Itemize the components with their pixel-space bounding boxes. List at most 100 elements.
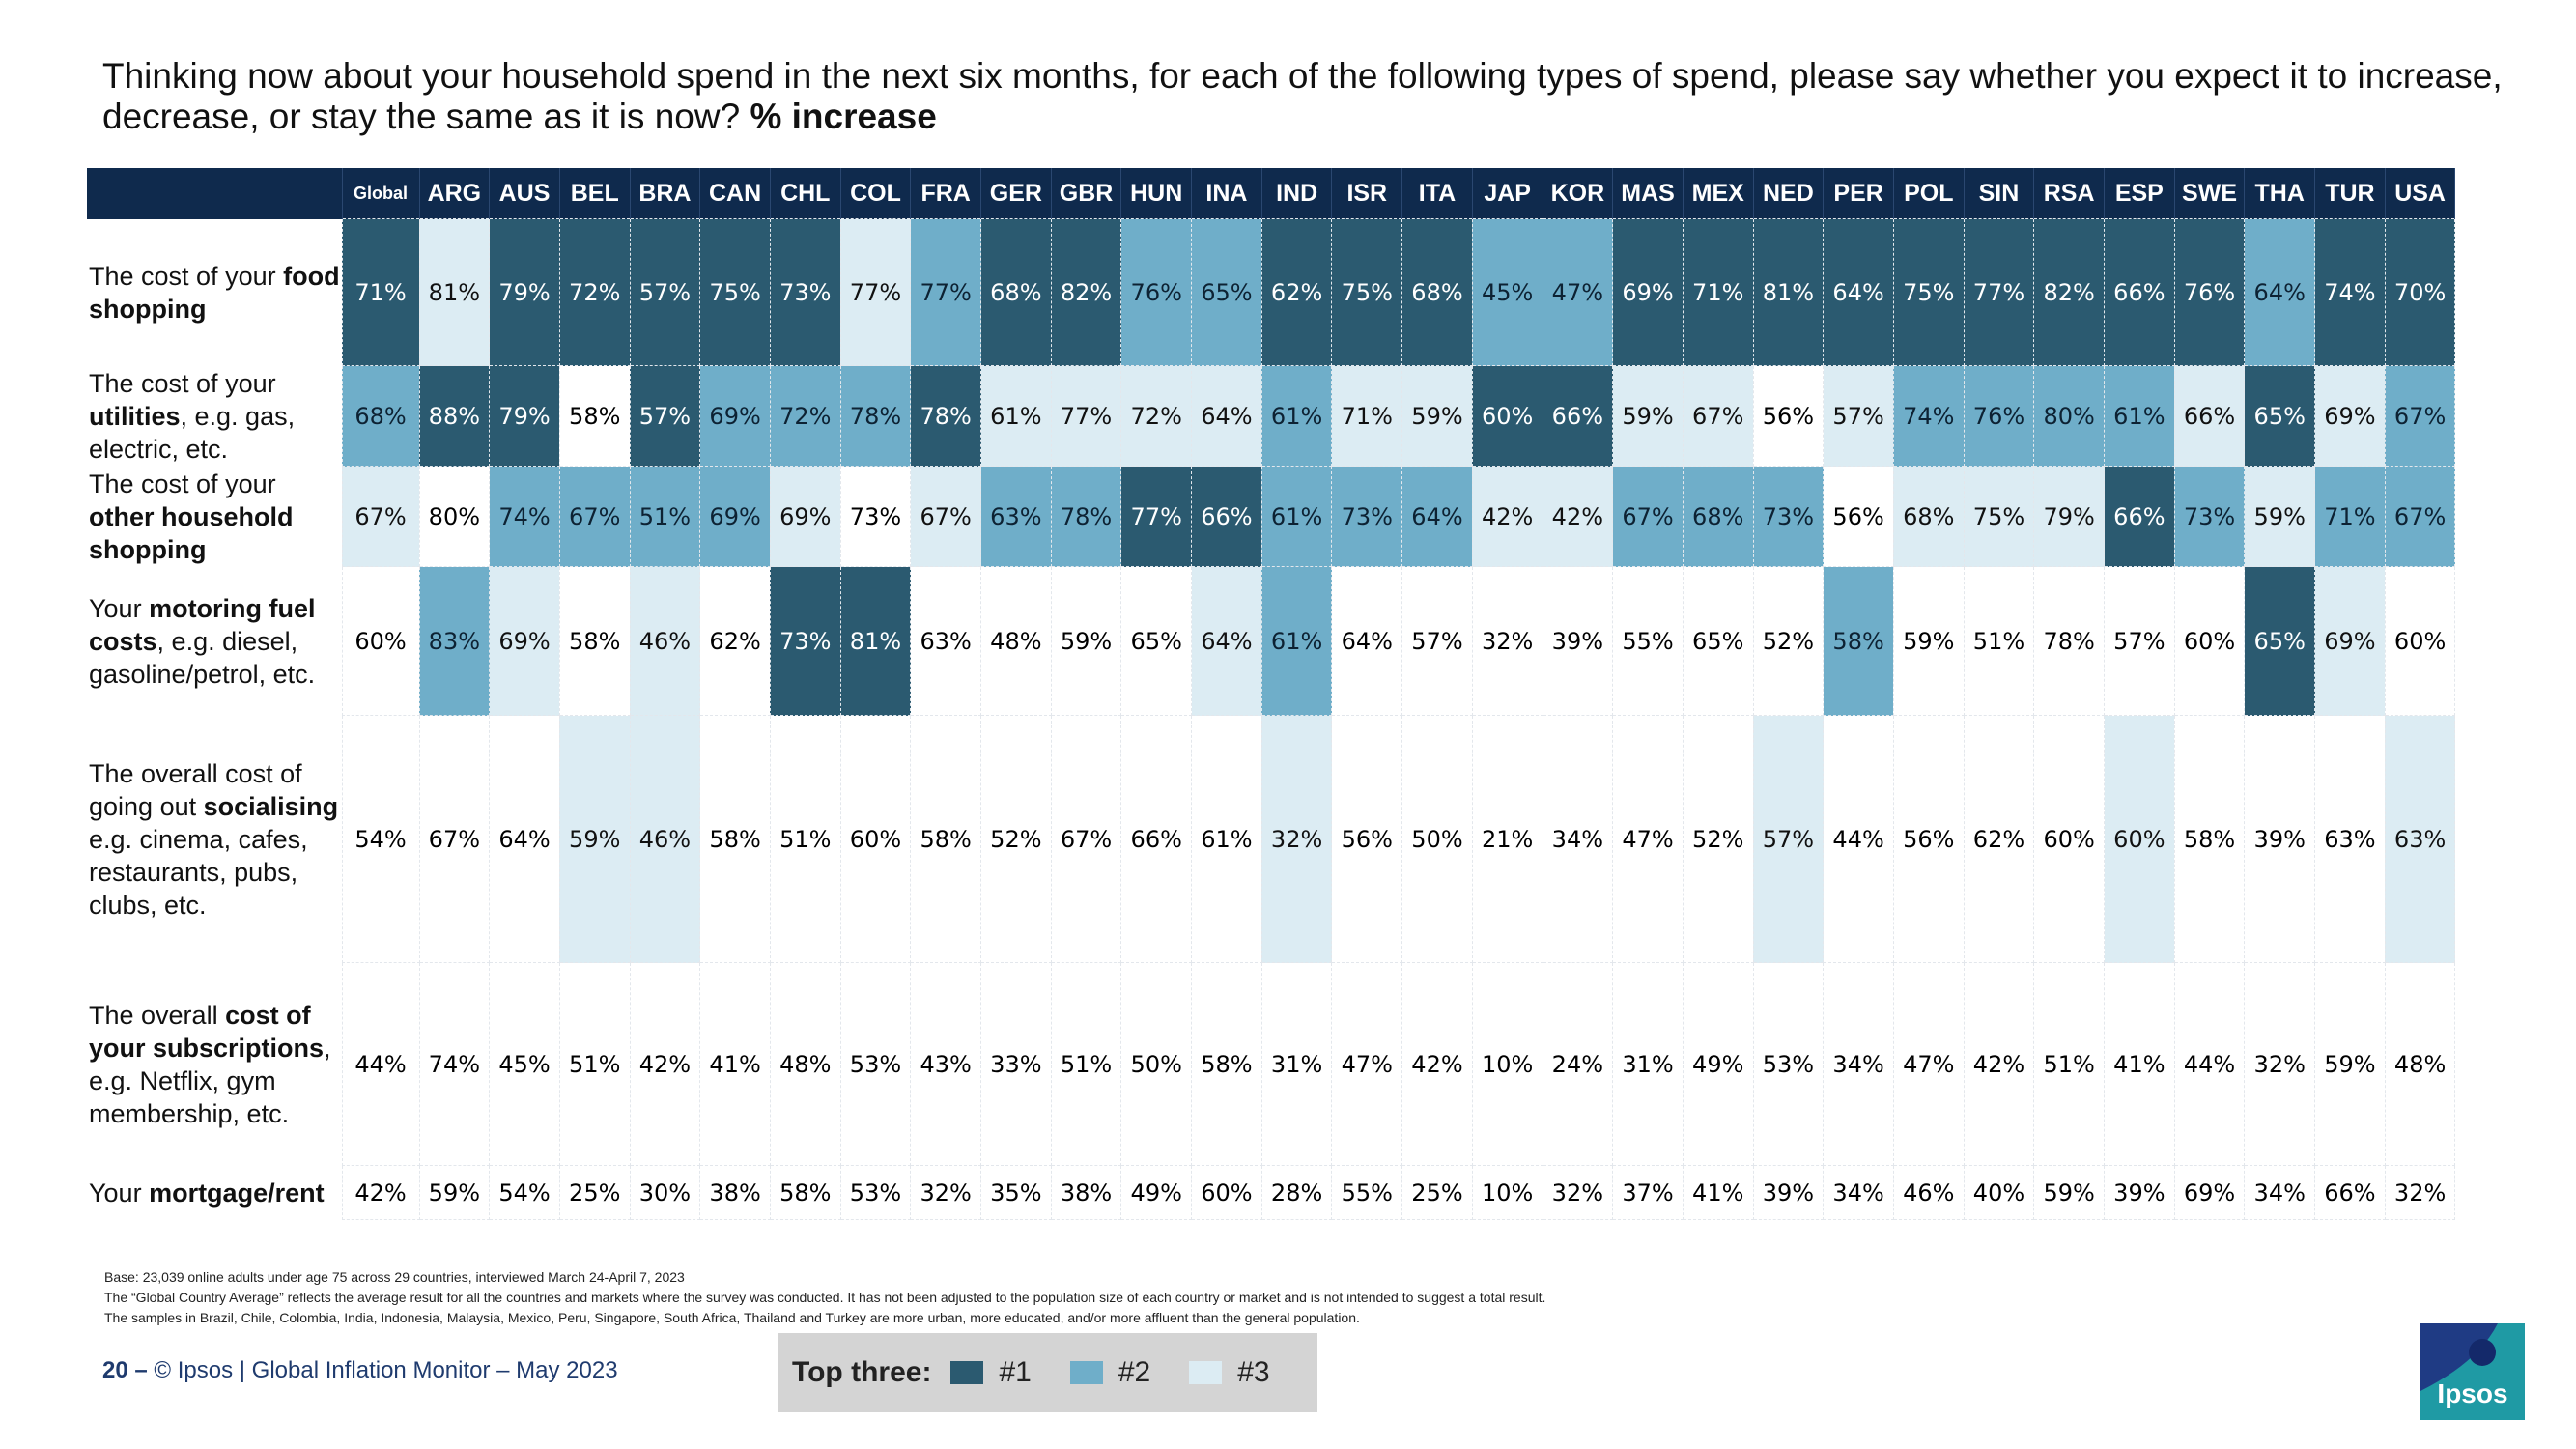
value-cell: 48% — [2384, 962, 2456, 1166]
value-cell: 39% — [2104, 1165, 2175, 1220]
row-label: The overall cost of your subscriptions, … — [87, 963, 342, 1166]
value-cell: 75% — [1331, 218, 1403, 366]
legend-item-1: #1 — [950, 1356, 1032, 1389]
value-cell: 58% — [2173, 715, 2246, 963]
column-header-usa: USA — [2385, 168, 2456, 219]
value-cell: 25% — [1401, 1165, 1473, 1220]
column-header-tur: TUR — [2314, 168, 2386, 219]
table-row: Your motoring fuel costs, e.g. diesel, g… — [87, 566, 2456, 716]
row-label-part: mortgage/rent — [149, 1178, 325, 1208]
value-cell: 42% — [1471, 466, 1543, 567]
value-cell: 10% — [1471, 1165, 1543, 1220]
value-cell: 59% — [1612, 365, 1684, 467]
column-header-jap: JAP — [1472, 168, 1543, 219]
value-cell: 73% — [2173, 466, 2246, 567]
value-cell: 66% — [2314, 1165, 2386, 1220]
table-row: Your mortgage/rent 42% 59% 54% 25% 30% 38% 58% 5… — [87, 1165, 2456, 1220]
value-cell: 59% — [418, 1165, 491, 1220]
value-cell: 73% — [769, 566, 841, 716]
value-cell: 73% — [769, 218, 841, 366]
value-cell: 35% — [980, 1165, 1052, 1220]
value-cell: 60% — [2104, 715, 2175, 963]
value-cell: 54% — [341, 715, 420, 963]
value-cell: 37% — [1612, 1165, 1684, 1220]
value-cell: 31% — [1612, 962, 1684, 1166]
row-label: Your mortgage/rent — [87, 1166, 342, 1220]
column-header-gbr: GBR — [1051, 168, 1122, 219]
value-cell: 79% — [489, 218, 560, 366]
value-cell: 72% — [769, 365, 841, 467]
value-cell: 66% — [2104, 466, 2175, 567]
value-cell: 64% — [1401, 466, 1473, 567]
value-cell: 68% — [1682, 466, 1754, 567]
value-cell: 57% — [2104, 566, 2175, 716]
value-cell: 67% — [1050, 715, 1122, 963]
value-cell: 58% — [769, 1165, 841, 1220]
value-cell: 47% — [1612, 715, 1684, 963]
row-label-part: socialising — [203, 791, 339, 821]
column-header-ina: INA — [1191, 168, 1262, 219]
value-cell: 46% — [629, 715, 701, 963]
value-cell: 34% — [2244, 1165, 2316, 1220]
value-cell: 44% — [1823, 715, 1894, 963]
legend-title: Top three: — [792, 1356, 932, 1388]
table-row: The overall cost of your subscriptions, … — [87, 962, 2456, 1166]
value-cell: 69% — [769, 466, 841, 567]
value-cell: 56% — [1892, 715, 1965, 963]
value-cell: 77% — [1050, 365, 1122, 467]
value-cell: 10% — [1471, 962, 1543, 1166]
value-cell: 39% — [2244, 715, 2316, 963]
value-cell: 66% — [2104, 218, 2175, 366]
value-cell: 68% — [1401, 218, 1473, 366]
value-cell: 55% — [1612, 566, 1684, 716]
value-cell: 59% — [1401, 365, 1473, 467]
value-cell: 71% — [341, 218, 420, 366]
value-cell: 42% — [629, 962, 701, 1166]
value-cell: 44% — [341, 962, 420, 1166]
value-cell: 59% — [558, 715, 631, 963]
value-cell: 46% — [1892, 1165, 1965, 1220]
value-cell: 77% — [1120, 466, 1193, 567]
row-label-part: The overall — [89, 1000, 226, 1030]
value-cell: 69% — [2173, 1165, 2246, 1220]
column-header-ind: IND — [1261, 168, 1333, 219]
value-cell: 54% — [489, 1165, 560, 1220]
value-cell: 42% — [1963, 962, 2035, 1166]
value-cell: 69% — [699, 466, 771, 567]
value-cell: 60% — [341, 566, 420, 716]
value-cell: 49% — [1682, 962, 1754, 1166]
row-label: Your motoring fuel costs, e.g. diesel, g… — [87, 567, 342, 716]
value-cell: 58% — [1823, 566, 1894, 716]
value-cell: 61% — [980, 365, 1052, 467]
value-cell: 59% — [1050, 566, 1122, 716]
logo-head — [2469, 1339, 2496, 1366]
value-cell: 58% — [558, 566, 631, 716]
value-cell: 78% — [2033, 566, 2105, 716]
value-cell: 78% — [910, 365, 981, 467]
column-header-global: Global — [342, 168, 420, 219]
column-header-kor: KOR — [1543, 168, 1614, 219]
value-cell: 39% — [1752, 1165, 1825, 1220]
value-cell: 58% — [558, 365, 631, 467]
value-cell: 41% — [1682, 1165, 1754, 1220]
row-label-part: food shopping — [89, 261, 340, 324]
value-cell: 73% — [839, 466, 912, 567]
value-cell: 32% — [1542, 1165, 1614, 1220]
value-cell: 67% — [910, 466, 981, 567]
value-cell: 65% — [2244, 365, 2316, 467]
value-cell: 67% — [558, 466, 631, 567]
row-label-part: other household shopping — [89, 501, 294, 564]
value-cell: 45% — [1471, 218, 1543, 366]
value-cell: 68% — [1892, 466, 1965, 567]
value-cell: 33% — [980, 962, 1052, 1166]
footnote-base: Base: 23,039 online adults under age 75 … — [104, 1269, 685, 1285]
column-header-col: COL — [840, 168, 912, 219]
value-cell: 56% — [1823, 466, 1894, 567]
value-cell: 32% — [910, 1165, 981, 1220]
logo-text: Ipsos — [2437, 1378, 2507, 1408]
value-cell: 83% — [418, 566, 491, 716]
legend-swatch-1 — [950, 1361, 984, 1384]
value-cell: 72% — [558, 218, 631, 366]
value-cell: 66% — [1120, 715, 1193, 963]
value-cell: 52% — [1752, 566, 1825, 716]
